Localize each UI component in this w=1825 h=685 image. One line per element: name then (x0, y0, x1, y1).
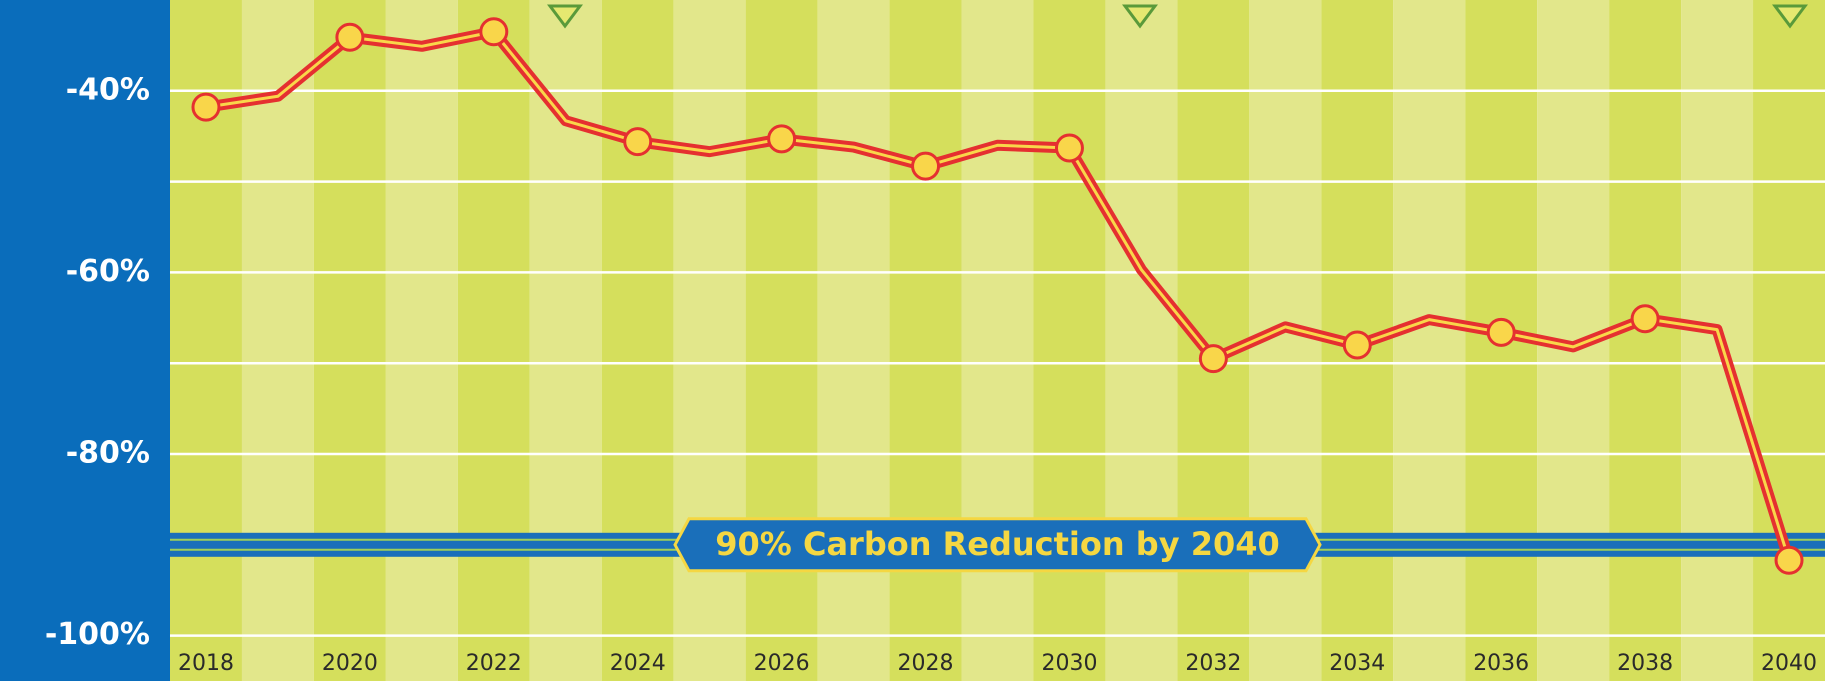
x-tick-label: 2028 (898, 651, 954, 676)
stripe (457, 0, 530, 681)
point (911, 151, 941, 181)
point (1054, 133, 1084, 163)
stripe (1105, 0, 1178, 681)
event-triangle (1772, 4, 1808, 29)
x-tick-label: 2022 (466, 651, 522, 676)
series-line-inner (205, 30, 1791, 561)
stripe (673, 0, 746, 681)
stripe (1393, 0, 1466, 681)
event-markers (547, 4, 1808, 29)
target-label-box (673, 517, 1322, 573)
x-tick-label: 2034 (1329, 651, 1385, 676)
y-tick-label: -80% (66, 436, 150, 471)
x-tick-label: 2018 (178, 651, 234, 676)
event-triangle (1122, 4, 1158, 29)
x-tick-label: 2020 (322, 651, 378, 676)
point (335, 22, 365, 52)
stripe (385, 0, 458, 681)
x-tick-label: 2038 (1617, 651, 1673, 676)
y-axis-panel (0, 0, 170, 681)
x-tick-label: 2036 (1473, 651, 1529, 676)
stripe (601, 0, 674, 681)
x-tick-label: 2030 (1041, 651, 1097, 676)
lines (191, 17, 1804, 575)
point (1774, 545, 1804, 575)
axes: -40% -60% -80% -100% 2018 2020 2022 2024 2026 202… (45, 72, 1817, 676)
stripe (241, 0, 314, 681)
stripe (889, 0, 962, 681)
stripe (1753, 0, 1825, 681)
point (191, 92, 221, 122)
y-tick-label: -60% (66, 254, 150, 289)
point (1630, 304, 1660, 334)
point (1486, 317, 1516, 347)
stripe (1609, 0, 1682, 681)
target-label: 90% Carbon Reduction by 2040 (715, 525, 1280, 563)
stripe (817, 0, 890, 681)
y-tick-label: -40% (66, 72, 150, 107)
event-triangle (547, 4, 583, 29)
stripe (745, 0, 818, 681)
stripe (961, 0, 1034, 681)
stripe (1177, 0, 1250, 681)
point (623, 127, 653, 157)
target: 90% Carbon Reduction by 2040 (170, 517, 1825, 573)
stripe (529, 0, 602, 681)
stripe (313, 0, 386, 681)
x-tick-label: 2040 (1761, 651, 1817, 676)
stripe (1033, 0, 1106, 681)
point (1198, 344, 1228, 374)
x-tick-label: 2032 (1185, 651, 1241, 676)
point (1342, 330, 1372, 360)
y-tick-label: -100% (45, 617, 150, 652)
point (767, 124, 797, 154)
point (479, 17, 509, 47)
grid (170, 89, 1825, 637)
x-tick-label: 2026 (754, 651, 810, 676)
x-tick-label: 2024 (610, 651, 666, 676)
